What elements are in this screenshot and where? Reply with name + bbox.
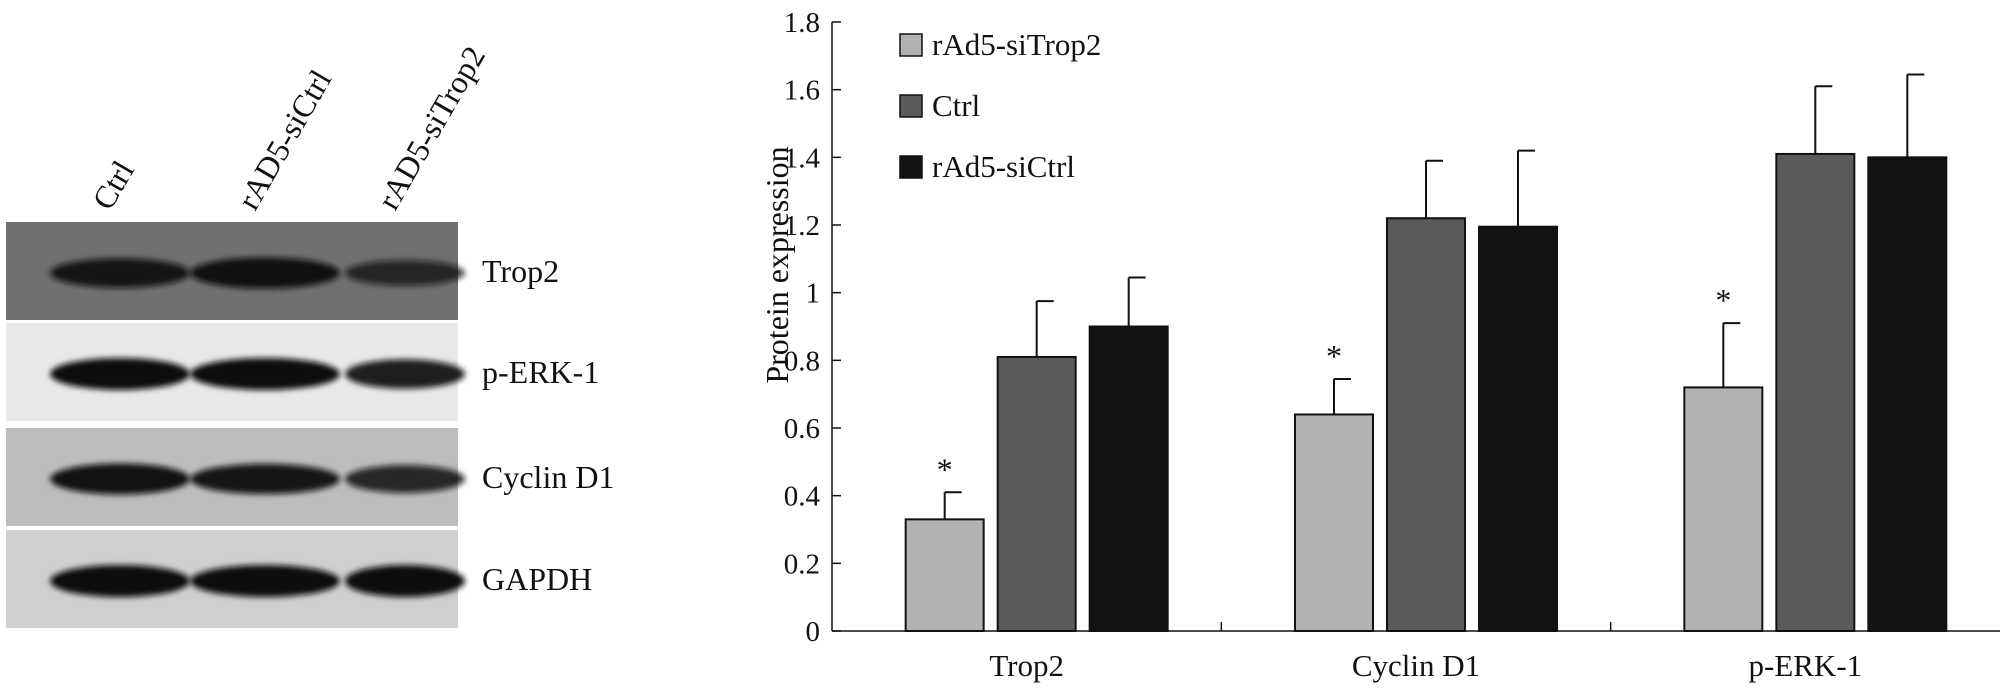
legend-swatch-rad5-sictrl	[899, 155, 923, 179]
blot-row-label-cyclin-d1: Cyclin D1	[482, 459, 614, 495]
x-tick-label-trop2: Trop2	[989, 648, 1064, 683]
y-tick-label: 1.2	[784, 210, 820, 242]
y-tick-label: 1.6	[784, 75, 820, 107]
blot-band	[345, 359, 465, 389]
y-axis-label: Protein expression	[759, 146, 795, 383]
significance-marker: *	[937, 451, 953, 487]
bar-rad5-sitrop2-p-erk-1	[1683, 386, 1764, 632]
blot-lane-label-rad5-sitrop2: rAD5-siTrop2	[370, 40, 492, 216]
significance-marker: *	[1326, 338, 1342, 374]
blot-band	[345, 260, 465, 286]
blot-row-label-p-erk-1: p-ERK-1	[482, 354, 599, 390]
y-tick-label: 0	[806, 616, 821, 648]
y-tick-label: 0.4	[784, 481, 821, 513]
bar-rad5-sitrop2-trop2	[904, 518, 985, 632]
blot-band	[50, 258, 190, 288]
bar-rad5-sictrl-trop2	[1088, 325, 1169, 632]
blot-row-p-erk-1: p-ERK-1	[6, 323, 599, 421]
western-blot-panel: Ctrl rAD5-siCtrl rAD5-siTrop2 Trop2 p-ERK-1…	[6, 40, 614, 628]
blot-row-label-gapdh: GAPDH	[482, 561, 592, 597]
blot-row-label-trop2: Trop2	[482, 253, 559, 289]
blot-lane-label-ctrl: Ctrl	[85, 154, 141, 215]
bar-ctrl-p-erk-1	[1775, 152, 1856, 632]
blot-band	[190, 358, 340, 390]
y-tick-label: 0.6	[784, 413, 820, 445]
y-tick-label: 1	[806, 278, 821, 310]
blot-lane-label-rad5-sictrl: rAD5-siCtrl	[230, 63, 339, 215]
legend-swatch-ctrl	[899, 94, 923, 118]
legend-label-rad5-sictrl: rAd5-siCtrl	[932, 149, 1075, 184]
blot-band	[50, 463, 190, 495]
bar-rad5-sictrl-p-erk-1	[1867, 156, 1948, 632]
blot-row-cyclin-d1: Cyclin D1	[6, 428, 614, 526]
legend-label-rad5-sitrop2: rAd5-siTrop2	[932, 27, 1101, 62]
bar-ctrl-trop2	[996, 355, 1077, 632]
blot-band	[190, 463, 340, 495]
blot-band	[345, 565, 465, 597]
y-tick-label: 1.8	[784, 7, 820, 39]
blot-band	[50, 565, 190, 597]
x-tick-label-p-erk-1: p-ERK-1	[1749, 648, 1863, 683]
significance-marker: *	[1715, 282, 1731, 318]
protein-expression-bar-chart: Protein expression 0 0.2 0.4 0.6 0.8 1 1.2 1.4 1…	[759, 7, 2000, 683]
blot-band	[50, 358, 190, 390]
bar-rad5-sitrop2-cyclin-d1	[1294, 413, 1374, 633]
blot-band	[190, 565, 340, 597]
y-tick-label: 0.2	[784, 548, 820, 580]
y-tick-label: 1.4	[784, 142, 821, 174]
legend-swatch-rad5-sitrop2	[899, 33, 923, 57]
chart-legend: rAd5-siTrop2 Ctrl rAd5-siCtrl	[899, 27, 1101, 184]
blot-band	[190, 257, 340, 289]
x-tick-label-cyclin-d1: Cyclin D1	[1352, 648, 1480, 683]
blot-band	[345, 465, 465, 493]
legend-label-ctrl: Ctrl	[932, 88, 980, 123]
y-tick-label: 0.8	[784, 345, 820, 377]
blot-row-gapdh: GAPDH	[6, 530, 592, 628]
bar-ctrl-cyclin-d1	[1386, 217, 1466, 632]
bar-rad5-sictrl-cyclin-d1	[1478, 225, 1558, 632]
blot-row-trop2: Trop2	[6, 222, 559, 320]
